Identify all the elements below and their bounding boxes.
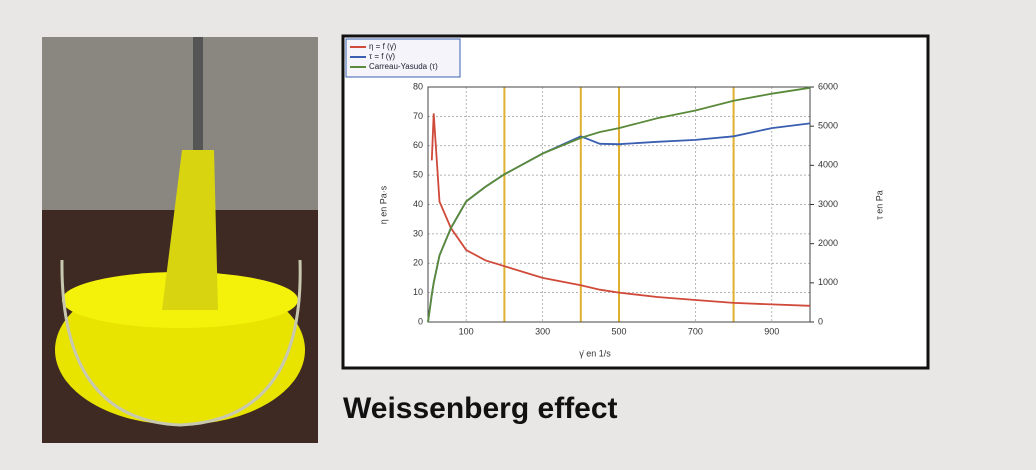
legend-label: τ = f (γ̇) <box>369 52 395 61</box>
y-tick-label: 10 <box>413 287 423 297</box>
y2-axis-label: τ en Pa <box>874 190 884 220</box>
caption: Weissenberg effect <box>343 392 618 425</box>
y-tick-label: 70 <box>413 111 423 121</box>
y2-tick-label: 5000 <box>818 121 838 131</box>
legend-label: Carreau-Yasuda (τ) <box>369 62 438 71</box>
chart-frame <box>343 36 928 368</box>
photo <box>42 37 318 443</box>
y-tick-label: 40 <box>413 199 423 209</box>
slide: Weissenberg effect γ̇ en 1/s η en Pa·s τ… <box>0 0 1036 465</box>
x-axis-label: γ̇ en 1/s <box>579 348 611 358</box>
x-tick-label: 500 <box>611 326 626 336</box>
y-tick-label: 30 <box>413 228 423 238</box>
x-tick-label: 100 <box>459 326 474 336</box>
x-tick-label: 700 <box>688 326 703 336</box>
y-tick-label: 50 <box>413 170 423 180</box>
x-tick-label: 300 <box>535 326 550 336</box>
y2-tick-label: 0 <box>818 316 823 326</box>
x-tick-label: 900 <box>764 326 779 336</box>
y-tick-label: 20 <box>413 258 423 268</box>
legend-label: η = f (γ̇) <box>369 42 397 51</box>
y-tick-label: 60 <box>413 140 423 150</box>
y-tick-label: 80 <box>413 81 423 91</box>
page: {"chart_data": {"type": "line", "caption… <box>0 0 1036 465</box>
y2-tick-label: 6000 <box>818 81 838 91</box>
y2-tick-label: 3000 <box>818 199 838 209</box>
y-axis-label: η en Pa·s <box>378 185 388 224</box>
y-tick-label: 0 <box>418 316 423 326</box>
y2-tick-label: 4000 <box>818 160 838 170</box>
y2-tick-label: 1000 <box>818 277 838 287</box>
y2-tick-label: 2000 <box>818 238 838 248</box>
